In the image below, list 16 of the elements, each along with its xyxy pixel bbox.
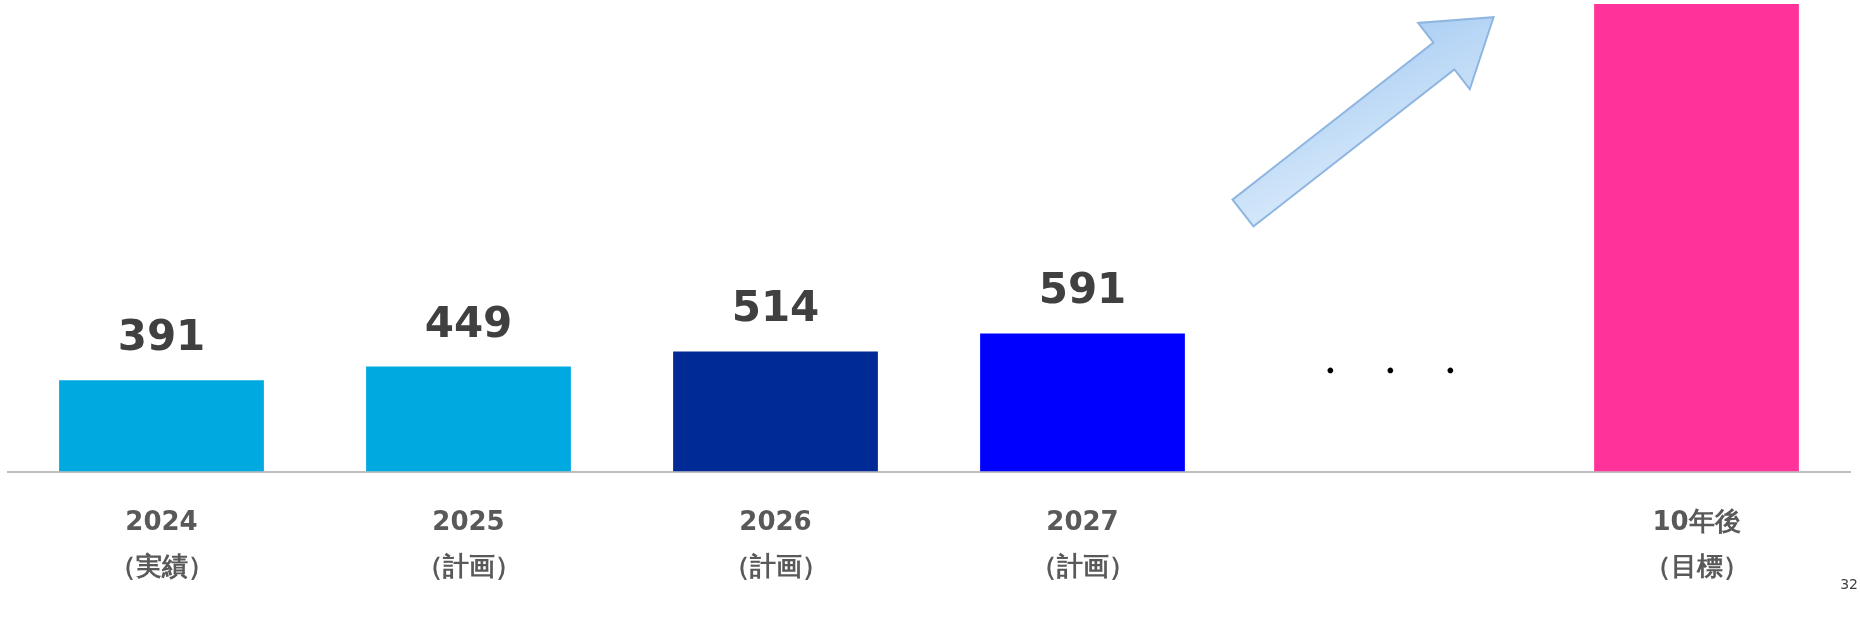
x-tick-label: 10年後（目標） bbox=[1644, 506, 1749, 581]
x-tick-label: 2025（計画） bbox=[416, 506, 521, 581]
data-label: 591 bbox=[1038, 264, 1127, 314]
text: 32 bbox=[1840, 575, 1858, 592]
bar bbox=[366, 366, 571, 472]
x-tick-label: 2027（計画） bbox=[1030, 506, 1135, 581]
x-tick-label: 2026（計画） bbox=[723, 506, 828, 581]
data-label: 449 bbox=[424, 297, 513, 347]
bar bbox=[1594, 4, 1799, 472]
data-label: 391 bbox=[117, 311, 206, 361]
bar bbox=[59, 380, 264, 472]
bar bbox=[673, 351, 878, 472]
x-tick-label: 2024（実績） bbox=[109, 506, 214, 581]
data-label: 514 bbox=[731, 282, 820, 332]
bar bbox=[980, 333, 1185, 472]
annotation: ・ ・ ・ bbox=[1314, 353, 1465, 389]
